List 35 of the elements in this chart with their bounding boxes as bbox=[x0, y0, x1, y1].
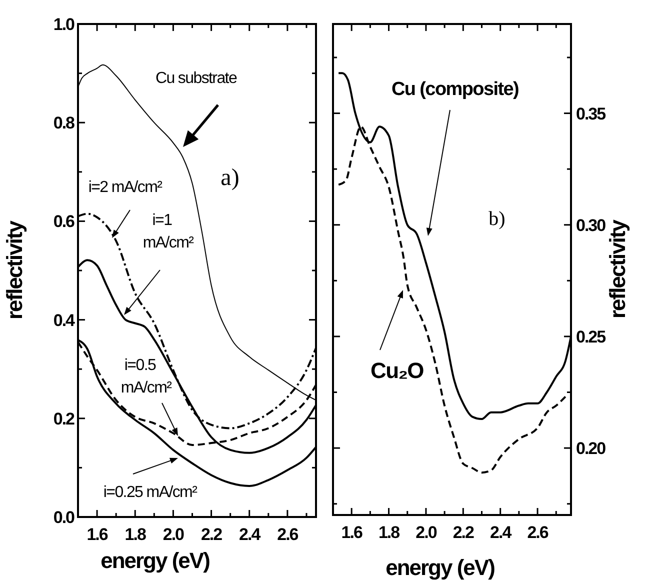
annotation: i=2 mA/cm² bbox=[88, 179, 164, 196]
y2-tick-label: 0.25 bbox=[576, 327, 606, 346]
y-axis-title: reflectivity bbox=[2, 220, 27, 320]
x-axis-title: energy (eV) bbox=[386, 555, 496, 580]
y-tick-label: 0.0 bbox=[53, 508, 75, 527]
y2-tick-label: 0.35 bbox=[576, 104, 606, 124]
x-tick-label: 2.4 bbox=[490, 523, 512, 542]
annotation: Cu₂O bbox=[370, 358, 424, 383]
x-axis-title: energy (eV) bbox=[100, 548, 210, 573]
x-tick-label: 1.8 bbox=[124, 525, 146, 544]
y-tick-label: 0.4 bbox=[53, 310, 76, 330]
y-tick-label: 0.6 bbox=[53, 212, 75, 232]
x-tick-label: 2.6 bbox=[277, 525, 298, 544]
y2-tick-label: 0.30 bbox=[576, 216, 606, 235]
annotation: i=1 mA/cm² bbox=[142, 212, 195, 252]
y-tick-label: 0.8 bbox=[53, 114, 75, 133]
x-tick-label: 1.6 bbox=[341, 523, 362, 542]
annotation: i=0.5 mA/cm² bbox=[120, 357, 173, 396]
x-tick-label: 2.4 bbox=[239, 525, 262, 544]
x-tick-label: 2.0 bbox=[416, 523, 437, 542]
annotation: Cu (composite) bbox=[391, 79, 520, 100]
annotation: i=0.25 mA/cm² bbox=[103, 484, 198, 501]
y-tick-label: 1.0 bbox=[53, 15, 75, 34]
annotation: b) bbox=[488, 208, 506, 230]
x-tick-label: 1.8 bbox=[378, 523, 400, 542]
x-tick-label: 2.2 bbox=[200, 525, 222, 544]
y2-tick-label: 0.20 bbox=[576, 439, 606, 458]
x-tick-label: 2.0 bbox=[162, 525, 184, 544]
annotation: Cu substrate bbox=[155, 70, 238, 87]
annotation: a) bbox=[220, 165, 240, 191]
x-tick-label: 2.6 bbox=[527, 523, 548, 542]
x-tick-label: 2.2 bbox=[452, 523, 474, 542]
x-tick-label: 1.6 bbox=[86, 525, 108, 544]
y2-axis-title: reflectivity bbox=[605, 218, 630, 319]
y-tick-label: 0.2 bbox=[53, 409, 75, 428]
